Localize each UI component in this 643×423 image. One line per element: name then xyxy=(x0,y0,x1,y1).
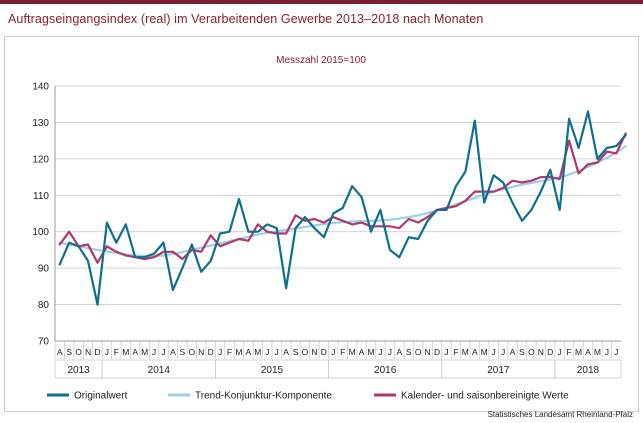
x-tick-label: J xyxy=(444,347,448,357)
y-axis: 70 80 90 100 110 120 130 140 xyxy=(32,82,56,348)
x-tick-label: J xyxy=(378,347,382,357)
source-credit: Statistisches Landesamt Rheinland-Pfalz xyxy=(487,410,633,419)
x-tick-label: J xyxy=(275,347,279,357)
x-tick-label: S xyxy=(180,347,186,357)
chart-subtitle: Messzahl 2015=100 xyxy=(276,55,366,66)
x-tick-label: D xyxy=(208,347,214,357)
x-tick-label: D xyxy=(547,347,553,357)
x-tick-label: F xyxy=(114,347,119,357)
chart-frame: Messzahl 2015=100 70 80 90 100 110 120 130 140 … xyxy=(4,36,639,412)
x-tick-label: J xyxy=(161,347,165,357)
legend-label: Trend-Konjunktur-Komponente xyxy=(195,391,332,402)
x-tick-label: A xyxy=(283,347,289,357)
x-tick-label: J xyxy=(492,347,496,357)
x-tick-label: J xyxy=(105,347,109,357)
y-tick-label: 140 xyxy=(32,82,49,93)
x-tick-label: F xyxy=(453,347,458,357)
x-tick-label: N xyxy=(425,347,431,357)
x-tick-label: A xyxy=(57,347,63,357)
x-tick-label: M xyxy=(575,347,582,357)
x-tick-label: M xyxy=(349,347,356,357)
series-line-kalender-und-saisonbereinigte-werte xyxy=(58,132,627,264)
year-label: 2016 xyxy=(374,365,397,376)
x-tick-label: N xyxy=(538,347,544,357)
x-tick-label: S xyxy=(293,347,299,357)
x-tick-label: D xyxy=(94,347,100,357)
x-tick-label: S xyxy=(519,347,525,357)
x-tick-label: J xyxy=(331,347,335,357)
line-chart: Messzahl 2015=100 708090100110120130140 … xyxy=(32,55,627,402)
x-tick-label: A xyxy=(132,347,138,357)
x-tick-label: O xyxy=(188,347,195,357)
x-tick-label: M xyxy=(141,347,148,357)
y-tick-label: 120 xyxy=(32,154,49,165)
x-tick-label: A xyxy=(359,347,365,357)
y-tick-label: 90 xyxy=(38,264,50,275)
x-tick-label: J xyxy=(388,347,392,357)
x-tick-label: J xyxy=(218,347,222,357)
x-tick-label: M xyxy=(122,347,129,357)
y-tick-label: 110 xyxy=(33,191,49,202)
x-tick-label: M xyxy=(254,347,261,357)
x-tick-label: J xyxy=(558,347,562,357)
gridlines xyxy=(55,85,621,342)
x-tick-label: O xyxy=(415,347,422,357)
x-tick-label: O xyxy=(75,347,82,357)
x-tick-label: F xyxy=(340,347,345,357)
x-tick-label: J xyxy=(614,347,618,357)
x-tick-label: J xyxy=(265,347,269,357)
x-tick-label: J xyxy=(152,347,156,357)
x-tick-label: M xyxy=(481,347,488,357)
x-tick-label: O xyxy=(302,347,309,357)
year-label: 2014 xyxy=(148,365,171,376)
x-tick-label: A xyxy=(170,347,176,357)
x-tick-label: S xyxy=(406,347,412,357)
legend: Originalwert Trend-Konjunktur-Komponente K… xyxy=(47,391,569,402)
x-tick-label: J xyxy=(605,347,609,357)
y-tick-label: 100 xyxy=(32,227,49,238)
year-label: 2015 xyxy=(261,365,284,376)
x-tick-label: D xyxy=(321,347,327,357)
y-tick-label: 130 xyxy=(32,118,49,129)
y-tick-label: 70 xyxy=(38,337,50,348)
x-tick-label: A xyxy=(510,347,516,357)
x-tick-label: M xyxy=(235,347,242,357)
x-tick-label: F xyxy=(227,347,232,357)
legend-label: Originalwert xyxy=(74,391,128,402)
x-tick-label: N xyxy=(198,347,204,357)
x-tick-label: A xyxy=(396,347,402,357)
x-tick-label: M xyxy=(594,347,601,357)
year-label: 2017 xyxy=(487,365,510,376)
y-tick-label: 80 xyxy=(38,300,50,311)
year-label: 2018 xyxy=(577,365,600,376)
page-title: Auftragseingangsindex (real) im Verarbei… xyxy=(8,12,484,26)
x-tick-label: A xyxy=(246,347,252,357)
x-tick-label: O xyxy=(528,347,535,357)
x-tick-label: J xyxy=(501,347,505,357)
x-tick-label: F xyxy=(567,347,572,357)
series-lines xyxy=(58,110,627,306)
top-accent-bar xyxy=(0,0,643,4)
series-line-originalwert xyxy=(58,110,627,306)
legend-label: Kalender- und saisonbereinigte Werte xyxy=(401,391,569,402)
x-tick-label: A xyxy=(585,347,591,357)
x-tick-label: N xyxy=(311,347,317,357)
x-tick-label: A xyxy=(472,347,478,357)
year-label: 2013 xyxy=(67,365,90,376)
x-tick-label: D xyxy=(434,347,440,357)
x-tick-label: M xyxy=(462,347,469,357)
x-tick-label: M xyxy=(367,347,374,357)
x-tick-label: N xyxy=(85,347,91,357)
series-line-trend-konjunktur-komponente xyxy=(58,144,627,258)
x-tick-label: S xyxy=(66,347,72,357)
